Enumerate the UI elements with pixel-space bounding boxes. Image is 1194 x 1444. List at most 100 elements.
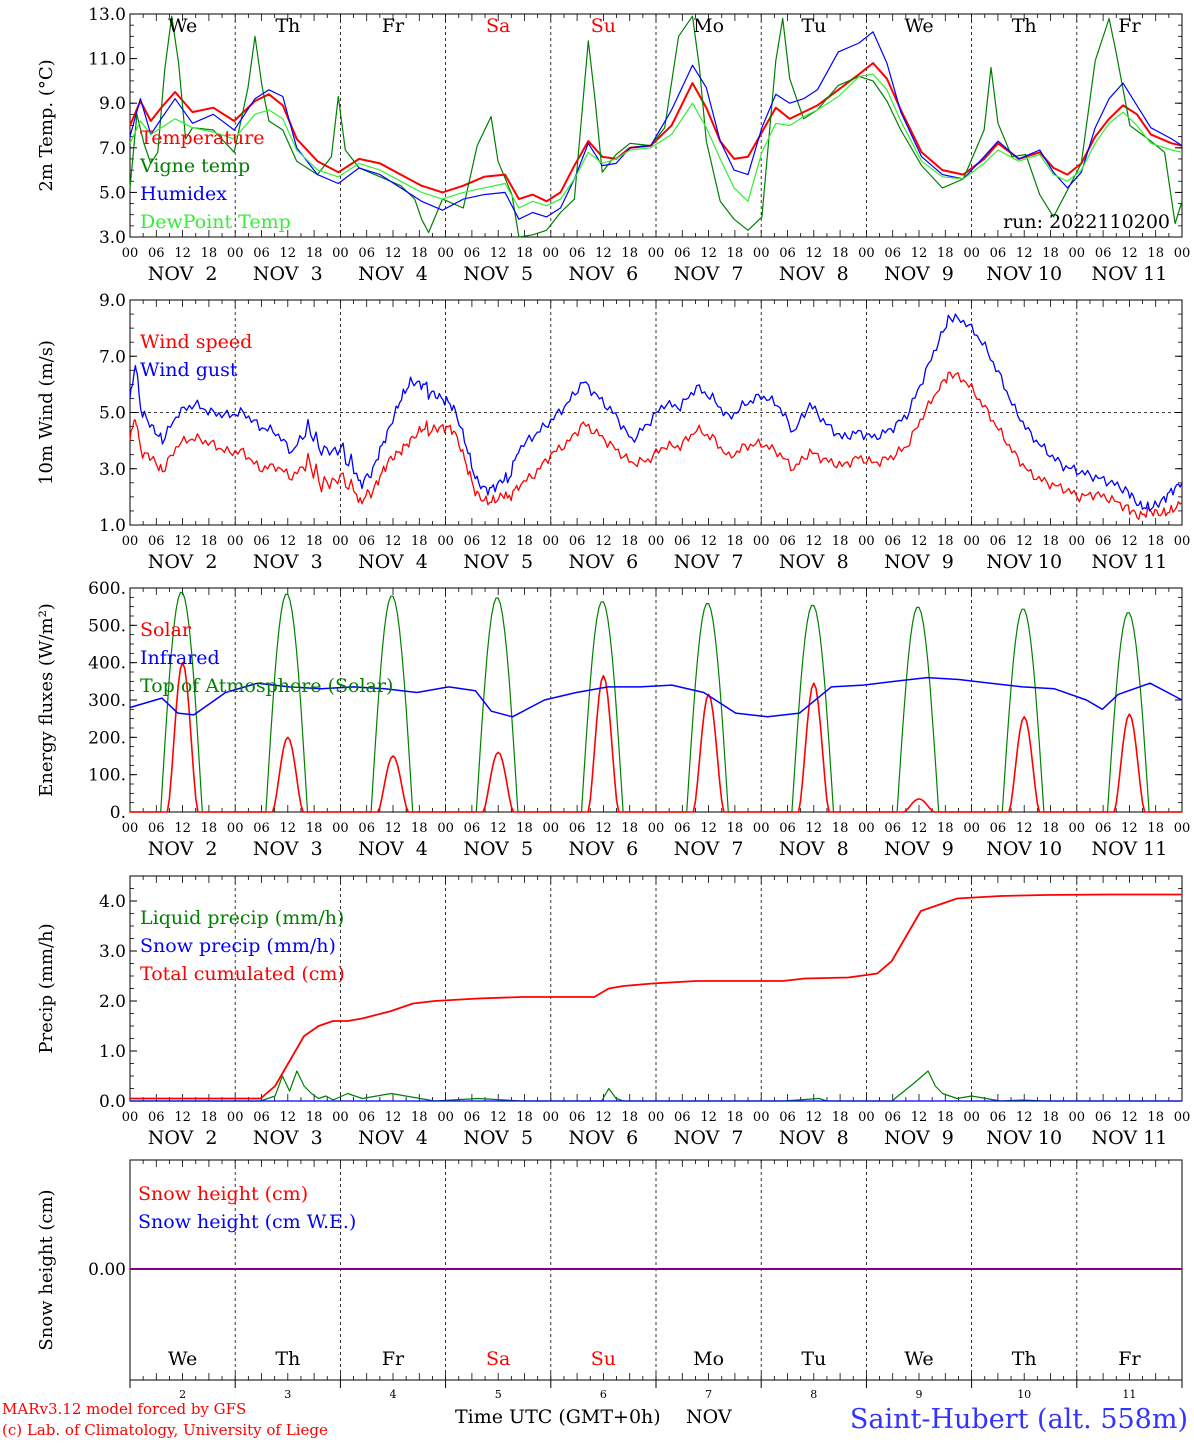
hour-tick-label: 00 — [963, 534, 980, 549]
hour-tick-label: 00 — [543, 821, 560, 836]
weekday-label: We — [168, 15, 197, 37]
hour-tick-label: 06 — [990, 534, 1007, 549]
hour-tick-label: 18 — [937, 1110, 954, 1125]
hour-tick-label: 12 — [174, 821, 191, 836]
y-tick-label: 13.0 — [88, 5, 126, 25]
day-number-label: 6 — [600, 1388, 607, 1401]
hour-tick-label: 12 — [806, 1110, 823, 1125]
series-line-liquid-precip-mm-h- — [130, 1070, 1182, 1102]
hour-tick-label: 12 — [490, 534, 507, 549]
hour-tick-label: 12 — [385, 534, 402, 549]
hour-tick-label: 00 — [437, 821, 454, 836]
weekday-label: Su — [591, 1348, 616, 1370]
date-label: NOV 11 — [1091, 1127, 1167, 1149]
hour-tick-label: 06 — [884, 534, 901, 549]
hour-tick-label: 18 — [1147, 1110, 1164, 1125]
hour-tick-label: 00 — [1069, 821, 1086, 836]
legend-item: DewPoint Temp — [140, 211, 291, 233]
run-annotation: run: 2022110200 — [1003, 211, 1170, 233]
y-tick-label: 2.0 — [99, 992, 126, 1012]
y-tick-label: 0.0 — [99, 1092, 126, 1112]
hour-tick-label: 12 — [595, 821, 612, 836]
y-axis-label: 10m Wind (m/s) — [36, 340, 57, 485]
date-label: NOV 10 — [986, 551, 1062, 573]
hour-tick-label: 00 — [753, 1110, 770, 1125]
hour-tick-label: 12 — [1016, 534, 1033, 549]
y-tick-label: 300. — [88, 691, 126, 711]
weekday-label: Fr — [1118, 1348, 1141, 1370]
hour-tick-label: 12 — [174, 534, 191, 549]
date-label: NOV 4 — [358, 1127, 428, 1149]
legend-item: Wind speed — [140, 331, 252, 353]
date-label: NOV 3 — [253, 263, 323, 285]
y-tick-label: 7.0 — [99, 347, 126, 367]
weekday-label: Tu — [801, 15, 826, 37]
x-axis-2: 00 06 12 18 NOV 2 00 06 12 18 NOV 3 00 06 12 18 NOV 4 0… — [122, 534, 1191, 573]
date-label: NOV 9 — [884, 1127, 954, 1149]
date-label: NOV 3 — [253, 838, 323, 860]
hour-tick-label: 12 — [385, 246, 402, 261]
hour-tick-label: 06 — [253, 821, 270, 836]
weekday-label: We — [904, 15, 933, 37]
date-label: NOV 6 — [569, 263, 639, 285]
hour-tick-label: 12 — [595, 534, 612, 549]
y-tick-label: 500. — [88, 616, 126, 636]
hour-tick-label: 00 — [963, 1110, 980, 1125]
y-tick-label: 0.00 — [88, 1260, 126, 1280]
hour-tick-label: 06 — [464, 821, 481, 836]
date-label: NOV 2 — [148, 263, 218, 285]
hour-tick-label: 18 — [727, 821, 744, 836]
hour-tick-label: 12 — [700, 246, 717, 261]
hour-tick-label: 06 — [148, 1110, 165, 1125]
weekday-label: Sa — [486, 15, 510, 37]
plot-frame — [129, 587, 1183, 813]
hour-tick-label: 00 — [332, 821, 349, 836]
series-line-temperature — [129, 62, 1183, 203]
hour-tick-label: 18 — [306, 246, 323, 261]
hour-tick-label: 06 — [674, 246, 691, 261]
series-line-infrared — [129, 676, 1183, 718]
hour-tick-label: 18 — [621, 534, 638, 549]
hour-tick-label: 00 — [1174, 821, 1191, 836]
station-name: Saint-Hubert (alt. 558m) — [850, 1404, 1188, 1435]
hour-tick-label: 12 — [1121, 1110, 1138, 1125]
hour-tick-label: 12 — [595, 246, 612, 261]
hour-tick-label: 06 — [569, 821, 586, 836]
legend-item: Humidex — [140, 183, 227, 205]
panel-5: Snow height (cm) 0.00 Snow height (cm) Snow… — [36, 1159, 1183, 1401]
hour-tick-label: 12 — [700, 1110, 717, 1125]
hour-tick-label: 18 — [306, 534, 323, 549]
hour-tick-label: 06 — [1095, 534, 1112, 549]
hour-tick-label: 06 — [464, 1110, 481, 1125]
hour-tick-label: 00 — [648, 821, 665, 836]
y-tick-label: 4.0 — [99, 892, 126, 912]
hour-tick-label: 12 — [1016, 246, 1033, 261]
hour-tick-label: 06 — [779, 534, 796, 549]
y-tick-label: 100. — [88, 766, 126, 786]
x-axis-title: Time UTC (GMT+0h) — [455, 1406, 661, 1428]
hour-tick-label: 12 — [1016, 1110, 1033, 1125]
hour-tick-label: 00 — [227, 534, 244, 549]
y-tick-label: 3.0 — [99, 942, 126, 962]
hour-tick-label: 06 — [569, 534, 586, 549]
hour-tick-label: 06 — [990, 1110, 1007, 1125]
y-tick-label: 5.0 — [99, 404, 126, 424]
hour-tick-label: 06 — [779, 821, 796, 836]
hour-tick-label: 12 — [806, 534, 823, 549]
hour-tick-label: 00 — [122, 821, 139, 836]
weekday-label: Th — [1012, 1348, 1037, 1370]
panel-1: 3.0 5.0 7.0 9.0 11.0 13.0 2m Temp. (°C) We Th Fr S… — [36, 5, 1183, 248]
hour-tick-label: 18 — [1147, 534, 1164, 549]
date-label: NOV 8 — [779, 263, 849, 285]
weekday-label: Su — [591, 15, 616, 37]
hour-tick-label: 00 — [753, 534, 770, 549]
y-tick-label: 600. — [88, 579, 126, 599]
date-label: NOV 2 — [148, 551, 218, 573]
y-tick-label: 3.0 — [99, 460, 126, 480]
hour-tick-label: 18 — [832, 821, 849, 836]
day-number-label: 4 — [390, 1388, 397, 1401]
hour-tick-label: 18 — [1147, 821, 1164, 836]
date-label: NOV 3 — [253, 1127, 323, 1149]
date-label: NOV 4 — [358, 263, 428, 285]
